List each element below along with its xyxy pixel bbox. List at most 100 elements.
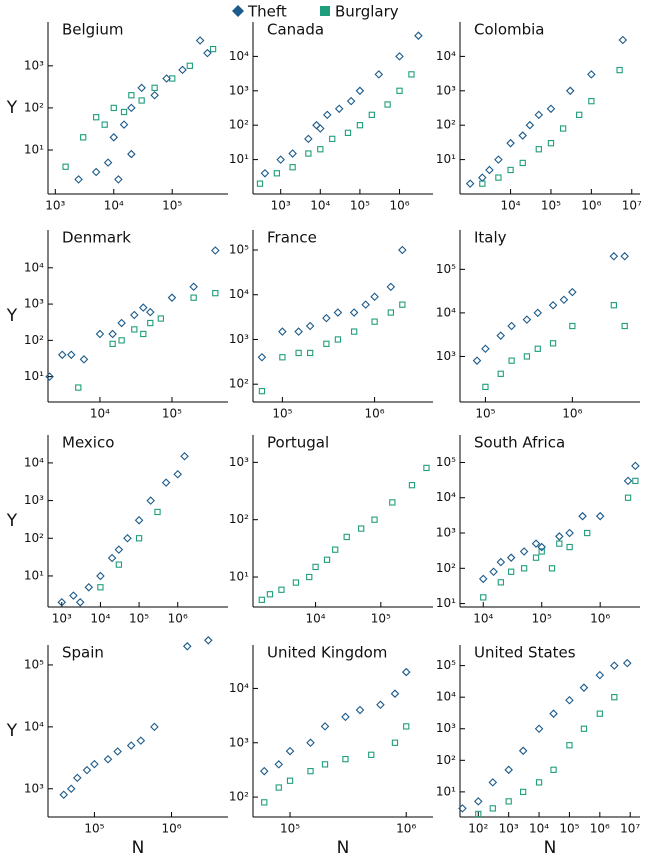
- burglary-point: [258, 387, 266, 395]
- burglary-point: [482, 383, 489, 391]
- y-tick-label: 10¹: [436, 152, 456, 166]
- burglary-point: [584, 529, 591, 537]
- theft-point: [161, 478, 171, 487]
- x-tick-label: 10⁴: [529, 822, 549, 836]
- theft-point: [465, 179, 475, 188]
- y-axis-label: Y: [6, 721, 18, 741]
- burglary-point: [387, 309, 394, 316]
- theft-point: [370, 292, 379, 302]
- y-tick-label: 10²: [24, 333, 44, 347]
- y-tick-label: 10⁴: [24, 260, 44, 274]
- theft-point: [167, 293, 177, 302]
- burglary-point: [576, 111, 583, 118]
- y-tick-label: 10⁵: [436, 262, 456, 276]
- theft-point: [182, 642, 192, 651]
- y-tick-label: 10⁵: [436, 455, 456, 469]
- theft-point: [134, 516, 144, 525]
- x-tick-label: 10⁵: [84, 822, 104, 836]
- theft-point: [108, 329, 117, 339]
- burglary-point: [535, 146, 542, 153]
- burglary-point: [258, 596, 265, 603]
- theft-point: [58, 350, 67, 360]
- burglary-point: [396, 87, 403, 94]
- theft-point: [333, 308, 343, 317]
- burglary-point: [547, 140, 555, 147]
- theft-point: [478, 574, 488, 584]
- burglary-point: [135, 535, 143, 542]
- theft-point: [334, 104, 344, 114]
- burglary-point: [616, 66, 623, 74]
- y-tick-label: 10³: [229, 735, 249, 749]
- y-tick-label: 10³: [24, 297, 44, 311]
- theft-point: [114, 545, 124, 554]
- burglary-point: [212, 289, 219, 297]
- y-tick-label: 10³: [436, 526, 456, 540]
- x-tick-label: 10⁵: [559, 822, 579, 836]
- burglary-point: [384, 101, 391, 108]
- theft-point: [257, 352, 267, 362]
- y-tick-label: 10³: [229, 455, 249, 469]
- y-tick-label: 10¹: [229, 570, 249, 584]
- y-axis-label: Y: [6, 98, 18, 118]
- y-tick-label: 10⁴: [436, 490, 456, 504]
- theft-point: [136, 736, 146, 745]
- theft-point: [504, 765, 513, 775]
- theft-point: [622, 658, 632, 668]
- x-tick-label: 10⁶: [396, 822, 416, 836]
- theft-point: [565, 695, 574, 705]
- y-tick-label: 10²: [24, 100, 44, 114]
- burglary-point: [519, 159, 526, 167]
- burglary-point: [275, 784, 282, 791]
- theft-point: [69, 591, 78, 600]
- x-tick-label: 10⁴: [90, 407, 110, 421]
- theft-point: [180, 451, 189, 461]
- theft-point: [534, 110, 544, 120]
- y-tick-label: 10⁵: [436, 658, 456, 672]
- burglary-point: [423, 464, 430, 472]
- burglary-point: [323, 556, 331, 563]
- x-tick-label: 10⁶: [590, 822, 610, 836]
- burglary-point: [154, 508, 161, 516]
- burglary-point: [624, 494, 632, 501]
- theft-point: [546, 104, 556, 114]
- theft-point: [478, 173, 487, 182]
- y-tick-label: 10²: [229, 118, 249, 132]
- y-tick-label: 10²: [229, 512, 249, 526]
- theft-point: [494, 155, 503, 164]
- theft-point: [472, 356, 482, 365]
- theft-point: [211, 246, 220, 255]
- burglary-point: [368, 751, 375, 758]
- panel-title: United States: [474, 644, 576, 662]
- burglary-point: [306, 573, 313, 581]
- theft-point: [355, 86, 365, 96]
- burglary-point: [569, 322, 576, 330]
- theft-point: [401, 667, 411, 677]
- theft-point: [568, 287, 577, 297]
- burglary-point: [534, 345, 541, 352]
- theft-point: [565, 528, 574, 538]
- theft-point: [74, 175, 83, 184]
- burglary-point: [317, 146, 324, 153]
- theft-point: [320, 722, 330, 731]
- theft-point: [45, 372, 54, 381]
- burglary-point: [580, 725, 588, 732]
- theft-point: [609, 251, 619, 261]
- legend-label: Theft: [247, 3, 287, 21]
- theft-point: [294, 327, 303, 336]
- theft-point: [276, 155, 285, 164]
- x-tick-label: 10⁴: [473, 612, 493, 626]
- x-tick-label: 10⁷: [622, 199, 642, 213]
- theft-point: [146, 307, 155, 317]
- y-tick-label: 10³: [24, 58, 44, 72]
- y-tick-label: 10²: [229, 790, 249, 804]
- x-tick-label: 10⁵: [475, 407, 495, 421]
- burglary-point: [343, 533, 350, 541]
- theft-point: [623, 476, 633, 486]
- burglary-point: [538, 548, 545, 555]
- theft-point: [555, 532, 564, 541]
- x-tick-label: 10⁶: [590, 612, 610, 626]
- theft-point: [618, 35, 628, 45]
- y-tick-label: 10²: [229, 377, 249, 391]
- panel-title: Mexico: [62, 434, 114, 452]
